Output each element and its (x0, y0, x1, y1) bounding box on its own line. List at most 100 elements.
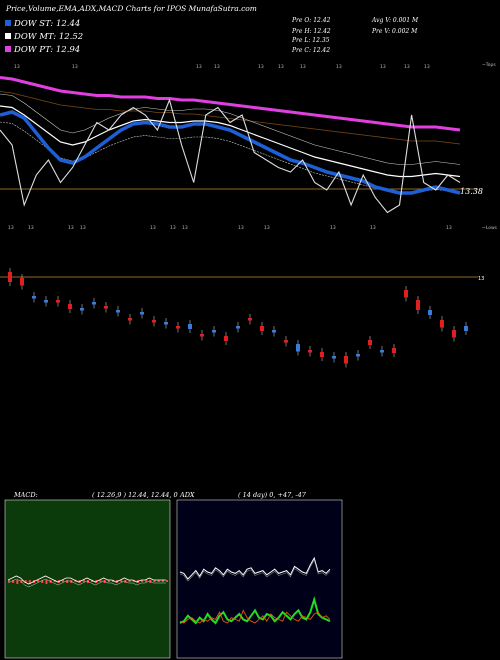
macd-bar (128, 580, 131, 582)
volume-bar (128, 318, 132, 321)
volume-bar (236, 326, 240, 329)
plus-di-line (179, 596, 331, 625)
bottom-tick-label: 13 (238, 225, 244, 231)
volume-bar (368, 340, 372, 345)
prev-close: Pre C: 12.42 (291, 47, 330, 54)
macd-panel-bg (4, 499, 171, 659)
bottom-tick-label: 13 (150, 225, 156, 231)
macd-bar (8, 580, 10, 582)
bottom-tick-labels: 13 13 13 13 13 13 13 13 13 13 13 13 (8, 225, 452, 231)
right-bottom-label: ~Lows (482, 225, 498, 231)
macd-bar (120, 580, 123, 582)
volume-bar (248, 318, 252, 321)
volume-bar (224, 336, 228, 341)
volume-bar (392, 348, 396, 353)
bottom-tick-label: 13 (264, 225, 270, 231)
bottom-tick-label: 13 (330, 225, 336, 231)
macd-bar (153, 580, 156, 582)
volume-bar (332, 356, 336, 359)
legend-label-pt: DOW PT: 12.94 (13, 45, 80, 55)
volume-bar (92, 302, 96, 305)
macd-bar (53, 580, 56, 582)
volume-bar (404, 290, 408, 298)
legend: DOW ST: 12.44 DOW MT: 12.52 DOW PT: 12.9… (5, 19, 83, 55)
top-tick-label: 13 (214, 64, 220, 70)
volume-bar (416, 300, 420, 310)
macd-values: ( 12.26,9 ) 12.44, 12.44, 0 (92, 491, 178, 499)
volume-bar (104, 306, 108, 309)
top-tick-label: 13 (424, 64, 430, 70)
macd-line (7, 575, 166, 585)
macd-bar (37, 580, 40, 582)
adx-panel-bg (176, 499, 343, 659)
volume-bar (320, 352, 324, 357)
macd-title: MACD: (13, 491, 38, 499)
volume-bar (296, 344, 300, 352)
volume-bar (68, 304, 72, 309)
volume-bar (20, 278, 24, 286)
macd-bar (141, 580, 144, 582)
minus-di-line (179, 609, 331, 624)
chart-title: Price,Volume,EMA,ADX,MACD Charts for IPO… (5, 4, 257, 13)
macd-signal-line (7, 578, 166, 588)
macd-bar (12, 580, 15, 583)
bottom-tick-label: 13 (68, 225, 74, 231)
volume-bar (440, 320, 444, 328)
right-top-label: ~Tops (482, 62, 496, 68)
series-line-1 (0, 105, 461, 178)
macd-bar (20, 580, 23, 583)
bottom-tick-label: 13 (8, 225, 14, 231)
adx-title: ADX (179, 491, 195, 499)
macd-bar (66, 580, 69, 583)
top-tick-label: 13 (14, 64, 20, 70)
macd-bar (111, 580, 114, 582)
volume-panel (0, 268, 478, 368)
volume-bar (164, 322, 168, 325)
adx-values: ( 14 day) 0, +47, -47 (238, 491, 307, 499)
macd-bar (99, 580, 102, 582)
adx-shadow-line (179, 559, 331, 582)
adx-panel (179, 556, 331, 625)
prev-open: Pre O: 12.42 (291, 17, 331, 24)
volume-bar (188, 324, 192, 329)
top-tick-label: 13 (258, 64, 264, 70)
volume-bar (272, 330, 276, 333)
adx-line (179, 556, 331, 580)
volume-bar (116, 310, 120, 313)
volume-bar (212, 330, 216, 333)
macd-bar (28, 580, 31, 584)
top-tick-label: 13 (300, 64, 306, 70)
volume-bar (200, 334, 204, 337)
volume-bar (464, 326, 468, 331)
volume-bar (452, 330, 456, 338)
guide-line-band-top (0, 93, 461, 165)
volume-bar (356, 354, 360, 357)
volume-bar (32, 296, 36, 299)
macd-bar (166, 580, 168, 582)
macd-bar (82, 580, 85, 582)
volume-bar (308, 350, 312, 353)
guide-line-band-bottom (0, 121, 461, 193)
volume-bar (380, 350, 384, 353)
volume-bar (428, 310, 432, 315)
top-tick-label: 13 (278, 64, 284, 70)
macd-panel (7, 575, 168, 588)
macd-bar (62, 580, 65, 582)
macd-bar (16, 580, 19, 584)
prev-volume: Pre V: 0.002 M (371, 28, 418, 35)
bottom-tick-label: 13 (446, 225, 452, 231)
bottom-tick-label: 13 (80, 225, 86, 231)
series-line-3 (0, 98, 461, 214)
bottom-tick-label: 13 (170, 225, 176, 231)
legend-swatch-mt (5, 33, 11, 39)
top-tick-labels: 13 13 13 13 13 13 13 13 13 13 13 (14, 64, 430, 70)
top-tick-label: 13 (72, 64, 78, 70)
volume-bar (44, 300, 48, 303)
volume-bar (284, 340, 288, 343)
prev-high: Pre H: 12.42 (291, 28, 331, 35)
bottom-tick-label: 13 (182, 225, 188, 231)
series-line-2 (0, 76, 461, 132)
volume-bar (344, 356, 348, 364)
macd-bar (157, 580, 160, 582)
top-tick-label: 13 (404, 64, 410, 70)
